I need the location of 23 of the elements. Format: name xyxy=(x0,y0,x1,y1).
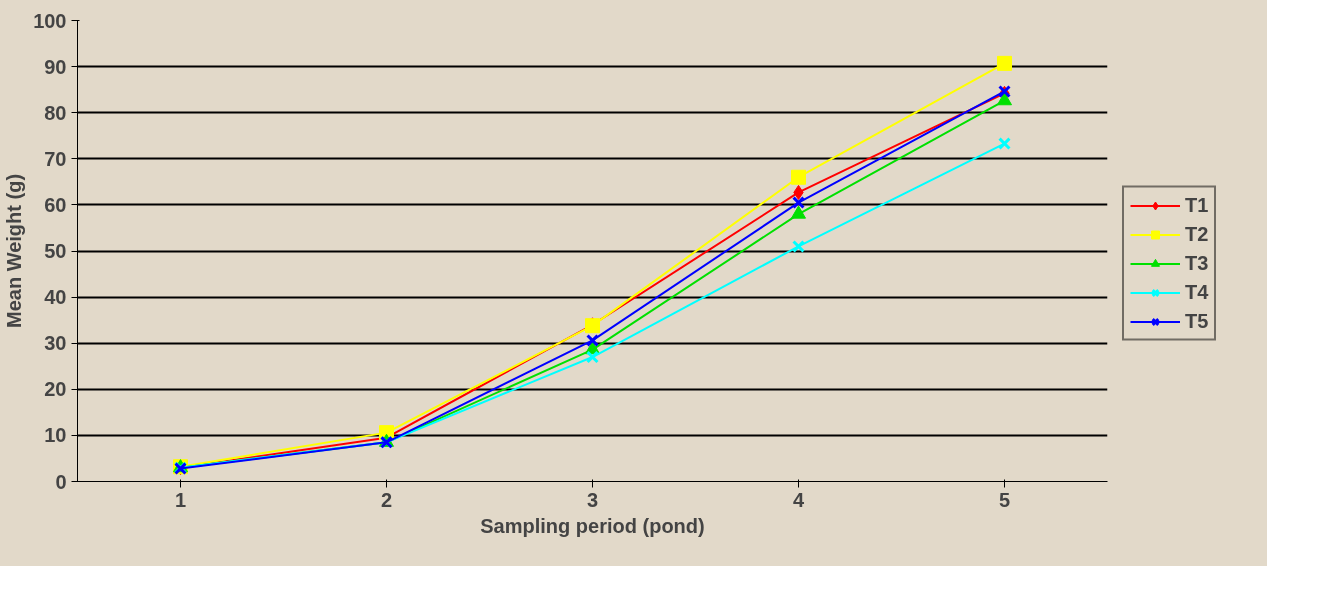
x-tick-label: 4 xyxy=(792,488,805,511)
y-tick-label: 50 xyxy=(44,240,67,262)
y-tick-label: 40 xyxy=(44,286,67,309)
legend-label: T5 xyxy=(1185,309,1209,333)
x-tick-label: 3 xyxy=(586,488,599,511)
legend-label: T2 xyxy=(1185,222,1209,246)
legend-label: T4 xyxy=(1185,280,1209,304)
y-axis-title: Mean Weight (g) xyxy=(3,173,26,329)
legend-label: T3 xyxy=(1185,251,1209,275)
y-tick-label: 100 xyxy=(33,9,67,32)
y-tick-label: 30 xyxy=(44,332,67,355)
y-tick-label: 20 xyxy=(44,378,67,401)
y-tick-label: 90 xyxy=(44,55,67,78)
y-tick-label: 70 xyxy=(44,147,67,170)
y-tick-label: 0 xyxy=(55,470,67,493)
legend-label: T1 xyxy=(1185,193,1209,217)
x-tick-label: 2 xyxy=(380,488,393,511)
x-axis-title: Sampling period (pond) xyxy=(480,514,705,537)
y-tick-label: 60 xyxy=(44,193,67,216)
x-tick-label: 1 xyxy=(174,488,187,511)
y-tick-label: 80 xyxy=(44,101,67,124)
x-tick-label: 5 xyxy=(998,488,1011,511)
y-tick-label: 10 xyxy=(44,424,67,447)
